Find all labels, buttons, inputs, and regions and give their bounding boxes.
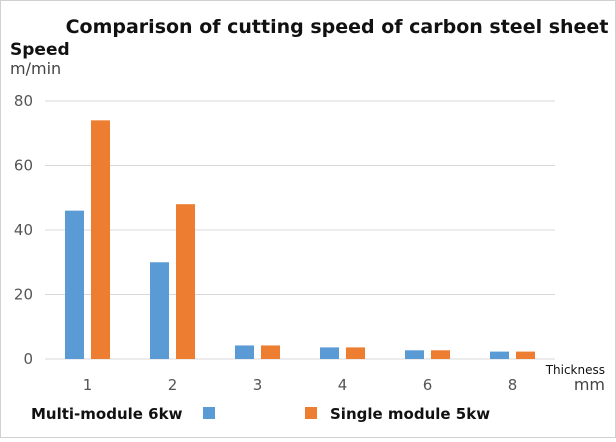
bar-multi-module-8 [490, 351, 509, 359]
bars [65, 120, 535, 359]
legend-item: Multi-module 6kw [31, 405, 215, 423]
y-tick-label: 20 [14, 286, 33, 304]
chart-title: Comparison of cutting speed of carbon st… [66, 16, 609, 38]
x-tick-label: 2 [168, 376, 178, 394]
y-axis-label: Speed [10, 40, 70, 60]
y-tick-label: 0 [23, 350, 33, 368]
y-tick-label: 40 [14, 221, 33, 239]
bar-multi-module-4 [320, 347, 339, 359]
legend-label: Single module 5kw [330, 405, 490, 423]
x-axis-label: Thickness [545, 363, 605, 377]
y-tick-label: 60 [14, 157, 33, 175]
x-tick-label: 1 [83, 376, 93, 394]
bar-single-module-4 [346, 347, 365, 359]
y-axis-ticks: 0 20 40 60 80 [14, 92, 33, 368]
bar-single-module-3 [261, 345, 280, 359]
legend-swatch [305, 407, 317, 419]
x-tick-label: 3 [253, 376, 263, 394]
legend-item: Single module 5kw [305, 405, 490, 423]
legend: Multi-module 6kw Single module 5kw [31, 405, 490, 423]
y-axis-unit: m/min [10, 59, 61, 78]
bar-single-module-2 [176, 204, 195, 359]
x-axis-unit: mm [574, 375, 605, 394]
gridlines [45, 100, 555, 360]
x-tick-label: 4 [338, 376, 348, 394]
bar-multi-module-3 [235, 345, 254, 359]
legend-label: Multi-module 6kw [31, 405, 183, 423]
bar-single-module-1 [91, 120, 110, 359]
bar-multi-module-2 [150, 262, 169, 359]
bar-single-module-6 [431, 350, 450, 359]
bar-multi-module-1 [65, 210, 84, 359]
x-tick-label: 6 [423, 376, 433, 394]
legend-swatch [203, 407, 215, 419]
y-tick-label: 80 [14, 92, 33, 110]
bar-single-module-8 [516, 351, 535, 359]
bar-multi-module-6 [405, 350, 424, 359]
x-axis-ticks: 1 2 3 4 6 8 [83, 376, 518, 394]
x-tick-label: 8 [508, 376, 518, 394]
